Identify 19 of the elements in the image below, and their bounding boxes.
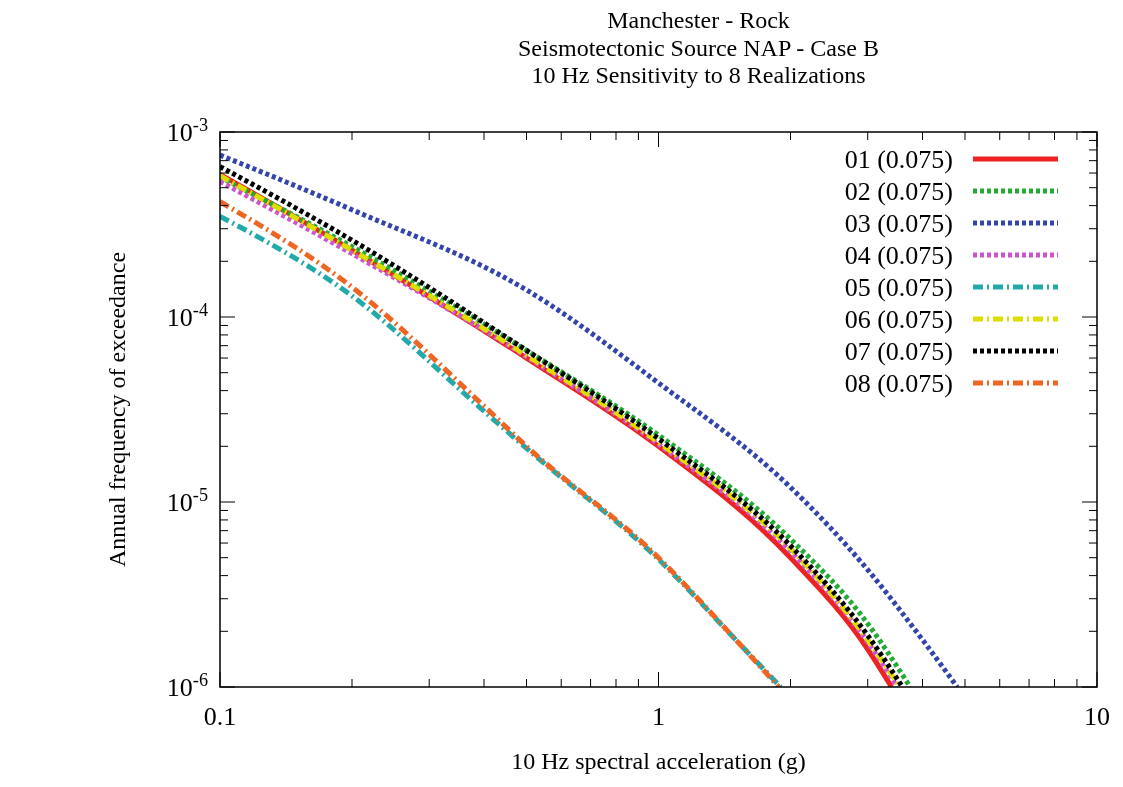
- y-tick-label: 10$^{-6}$: [166, 670, 208, 702]
- legend-label: 01 (0.075): [844, 145, 953, 174]
- legend-label: 03 (0.075): [844, 209, 953, 238]
- x-tick-label: 1: [652, 702, 665, 731]
- legend-label: 05 (0.075): [844, 273, 953, 302]
- legend-label: 08 (0.075): [844, 369, 953, 398]
- legend-label: 07 (0.075): [844, 337, 953, 366]
- x-axis-title: 10 Hz spectral acceleration (g): [511, 748, 806, 774]
- chart-title: Manchester - Rock: [607, 7, 790, 33]
- x-tick-label: 0.1: [203, 702, 237, 731]
- y-tick-label: 10$^{-3}$: [166, 115, 208, 147]
- legend-label: 02 (0.075): [844, 177, 953, 206]
- y-tick-label: 10$^{-4}$: [166, 300, 208, 332]
- x-tick-label: 10: [1084, 702, 1110, 731]
- y-tick-label: 10$^{-5}$: [166, 485, 208, 517]
- y-axis-title: Annual frequency of exceedance: [104, 251, 130, 568]
- legend-label: 04 (0.075): [844, 241, 953, 270]
- chart-subtitle: Seismotectonic Source NAP - Case B 10 Hz Sensitivity to 8 Realizations: [517, 35, 880, 88]
- legend-label: 06 (0.075): [844, 305, 953, 334]
